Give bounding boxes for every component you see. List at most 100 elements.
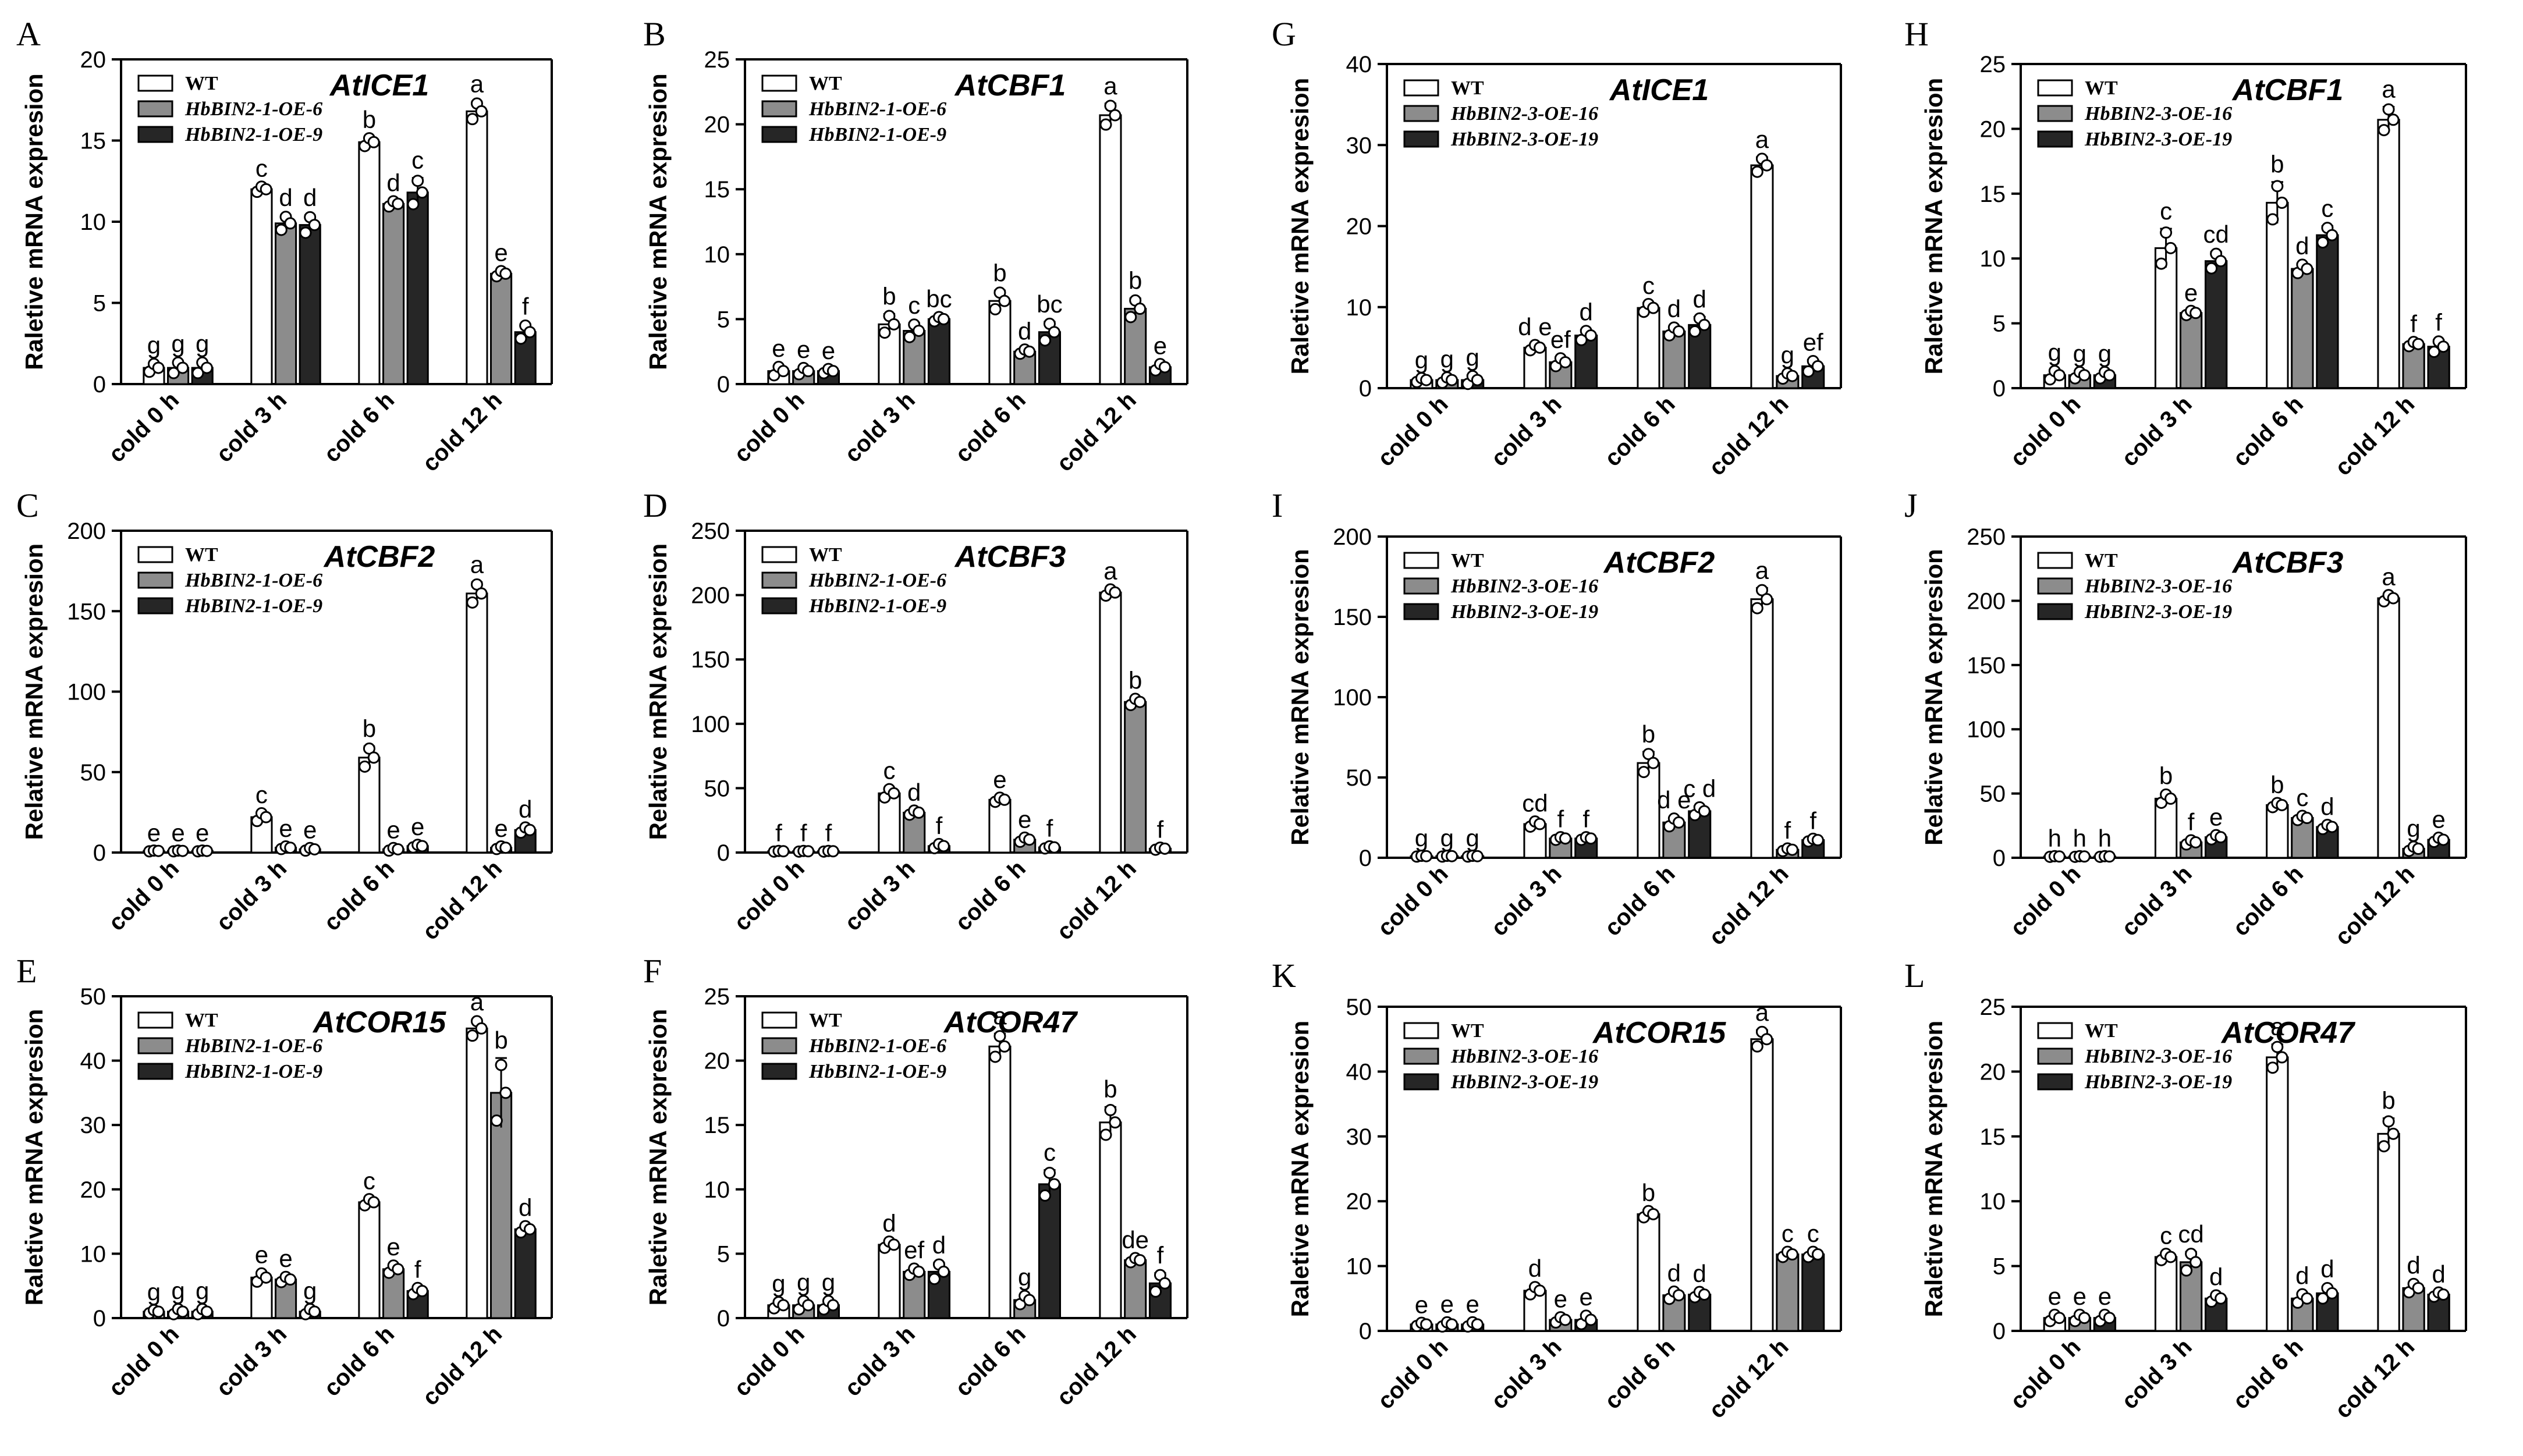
panel-letter: A bbox=[16, 15, 41, 53]
replicate-point bbox=[367, 1196, 380, 1209]
replicate-point bbox=[475, 1022, 488, 1035]
replicate-point bbox=[176, 1305, 189, 1318]
significance-letter: a bbox=[1755, 556, 1769, 584]
replicate-point bbox=[2382, 103, 2395, 116]
legend-label: HbBIN2-1-OE-9 bbox=[808, 1061, 946, 1082]
bar bbox=[988, 798, 1012, 854]
legend-swatch bbox=[761, 1011, 797, 1029]
y-tick-label: 50 bbox=[1346, 765, 1372, 791]
replicate-point bbox=[2437, 833, 2450, 846]
significance-letter: e bbox=[1466, 1290, 1479, 1317]
replicate-point bbox=[2276, 1051, 2288, 1064]
legend-swatch bbox=[1403, 1022, 1439, 1039]
y-tick-label: 0 bbox=[93, 1306, 106, 1331]
y-tick-label: 25 bbox=[1980, 52, 2006, 77]
bar bbox=[2154, 247, 2178, 389]
significance-letter: h bbox=[2048, 825, 2061, 852]
significance-letter: b bbox=[363, 715, 376, 743]
y-tick-label: 150 bbox=[1967, 653, 2006, 679]
replicate-point bbox=[2276, 196, 2288, 209]
legend-swatch bbox=[2037, 130, 2073, 148]
x-tick-label: cold 0 h bbox=[1373, 1334, 1453, 1414]
significance-letter: de bbox=[1122, 1226, 1149, 1253]
replicate-point bbox=[1584, 1313, 1597, 1326]
significance-letter: g bbox=[147, 1279, 161, 1306]
significance-letter: g bbox=[1018, 1263, 1031, 1291]
significance-letter: e bbox=[494, 239, 508, 267]
x-tick-label: cold 6 h bbox=[1600, 861, 1680, 941]
x-tick-label: cold 12 h bbox=[1704, 861, 1794, 950]
bar bbox=[2402, 343, 2425, 389]
y-axis-label: Raletive mRNA expresion bbox=[20, 1009, 48, 1306]
legend-label: HbBIN2-3-OE-19 bbox=[2084, 1071, 2232, 1093]
bar bbox=[2154, 1256, 2178, 1332]
significance-letter: d e bbox=[1657, 786, 1691, 814]
legend-label: WT bbox=[2085, 550, 2118, 571]
x-tick-label: cold 6 h bbox=[319, 387, 399, 467]
legend-swatch bbox=[137, 546, 173, 563]
bar bbox=[878, 1244, 901, 1319]
x-tick-label: cold 0 h bbox=[2006, 861, 2086, 941]
replicate-point bbox=[1158, 1277, 1171, 1290]
x-tick-label: cold 12 h bbox=[417, 855, 507, 945]
x-tick-label: cold 3 h bbox=[840, 855, 920, 936]
significance-letter: f bbox=[1046, 815, 1053, 842]
significance-letter: d bbox=[2407, 1252, 2420, 1279]
significance-letter: f bbox=[1784, 816, 1791, 844]
legend-swatch bbox=[2037, 577, 2073, 595]
legend-swatch bbox=[2037, 105, 2073, 122]
significance-letter: c bbox=[256, 781, 268, 808]
replicate-point bbox=[2428, 346, 2440, 358]
significance-letter: e bbox=[1415, 1291, 1428, 1319]
bar bbox=[2204, 260, 2228, 389]
legend-swatch bbox=[137, 100, 173, 118]
legend-label: HbBIN2-3-OE-16 bbox=[1450, 576, 1598, 597]
significance-letter: d bbox=[1667, 295, 1681, 322]
significance-letter: c bbox=[2321, 195, 2333, 222]
y-tick-label: 5 bbox=[717, 1241, 730, 1267]
significance-letter: g bbox=[2407, 815, 2420, 842]
replicate-point bbox=[1647, 757, 1660, 769]
replicate-point bbox=[2387, 1127, 2400, 1140]
legend-label: HbBIN2-3-OE-16 bbox=[2084, 576, 2232, 597]
legend-label: WT bbox=[809, 73, 842, 94]
significance-letter: e bbox=[993, 766, 1006, 793]
y-tick-label: 0 bbox=[1359, 846, 1372, 871]
panel-letter: H bbox=[1904, 15, 1929, 53]
significance-letter: b bbox=[494, 1027, 508, 1054]
panel-letter: J bbox=[1904, 486, 1918, 524]
legend-swatch bbox=[2037, 603, 2073, 620]
replicate-point bbox=[2412, 338, 2425, 350]
y-tick-label: 50 bbox=[80, 760, 107, 786]
panel-letter: E bbox=[16, 952, 37, 990]
y-tick-label: 40 bbox=[1346, 1059, 1372, 1085]
replicate-point bbox=[777, 845, 790, 858]
replicate-point bbox=[937, 840, 950, 853]
legend-swatch bbox=[1403, 1047, 1439, 1065]
replicate-point bbox=[152, 844, 165, 857]
replicate-point bbox=[1446, 1318, 1459, 1331]
replicate-point bbox=[1647, 1208, 1660, 1220]
replicate-point bbox=[802, 845, 815, 858]
y-tick-label: 15 bbox=[704, 177, 730, 203]
replicate-point bbox=[367, 136, 380, 148]
significance-letter: f bbox=[1809, 807, 1816, 834]
replicate-point bbox=[1099, 1128, 1112, 1141]
y-tick-label: 0 bbox=[717, 840, 730, 866]
significance-letter: c bbox=[1642, 272, 1655, 299]
legend-label: HbBIN2-1-OE-9 bbox=[184, 1061, 322, 1082]
significance-letter: ef bbox=[904, 1237, 924, 1264]
replicate-point bbox=[475, 587, 488, 600]
replicate-point bbox=[1534, 341, 1546, 354]
replicate-point bbox=[989, 303, 1002, 315]
significance-letter: ef bbox=[1550, 326, 1571, 353]
x-tick-label: cold 12 h bbox=[2330, 1334, 2420, 1423]
significance-letter: f bbox=[825, 819, 832, 847]
replicate-point bbox=[1149, 1285, 1162, 1298]
legend-swatch bbox=[137, 1011, 173, 1029]
legend-swatch bbox=[2037, 1073, 2073, 1091]
y-tick-label: 150 bbox=[691, 647, 730, 673]
replicate-point bbox=[2326, 1287, 2339, 1299]
x-tick-label: cold 0 h bbox=[729, 855, 810, 936]
x-tick-label: cold 12 h bbox=[417, 1321, 507, 1411]
